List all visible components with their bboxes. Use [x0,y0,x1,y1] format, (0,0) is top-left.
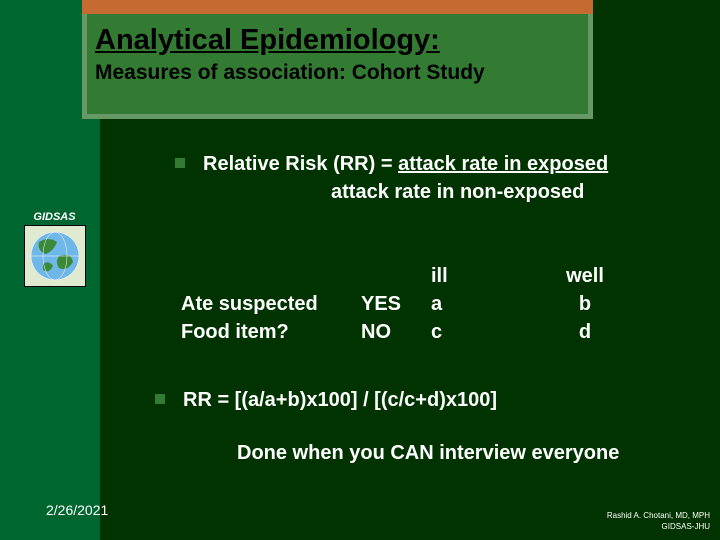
cell-c: c [425,318,545,346]
globe-icon [24,225,86,287]
credit-line-2: GIDSAS-JHU [607,521,710,532]
formula-text: RR = [(a/a+b)x100] / [(c/c+d)x100] [183,386,497,414]
rr-line2: attack rate in non-exposed [331,178,608,206]
rr-prefix: Relative Risk (RR) = [203,153,398,175]
credit-line-1: Rashid A. Chotani, MD, MPH [607,510,710,521]
title-sub: Measures of association: Cohort Study [95,61,580,85]
title-main: Analytical Epidemiology: [95,24,580,57]
cell-no: NO [355,318,425,346]
row-label-1: Ate suspected [175,290,355,318]
bullet-icon [155,394,165,404]
col-header-ill: ill [425,262,545,290]
title-box: Analytical Epidemiology: Measures of ass… [82,14,593,119]
gidsas-label: GIDSAS [12,211,97,223]
col-header-well: well [545,262,625,290]
bullet-relative-risk: Relative Risk (RR) = attack rate in expo… [175,150,705,206]
table-row: ill well [175,262,625,290]
cell-a: a [425,290,545,318]
two-by-two-table: ill well Ate suspected YES a b Food item… [175,262,625,346]
row-label-2: Food item? [175,318,355,346]
bullet-icon [175,158,185,168]
footer-line: Done when you CAN interview everyone [237,442,619,465]
gidsas-box: GIDSAS [12,211,97,287]
table-row: Ate suspected YES a b [175,290,625,318]
date: 2/26/2021 [46,502,108,518]
table-row: Food item? NO c d [175,318,625,346]
cell-b: b [545,290,625,318]
rr-underlined: attack rate in exposed [398,153,608,175]
orange-top-bar [82,0,593,14]
cell-yes: YES [355,290,425,318]
relative-risk-text: Relative Risk (RR) = attack rate in expo… [203,150,608,206]
cell-d: d [545,318,625,346]
bullet-formula: RR = [(a/a+b)x100] / [(c/c+d)x100] [155,386,705,414]
credit: Rashid A. Chotani, MD, MPH GIDSAS-JHU [607,510,710,532]
